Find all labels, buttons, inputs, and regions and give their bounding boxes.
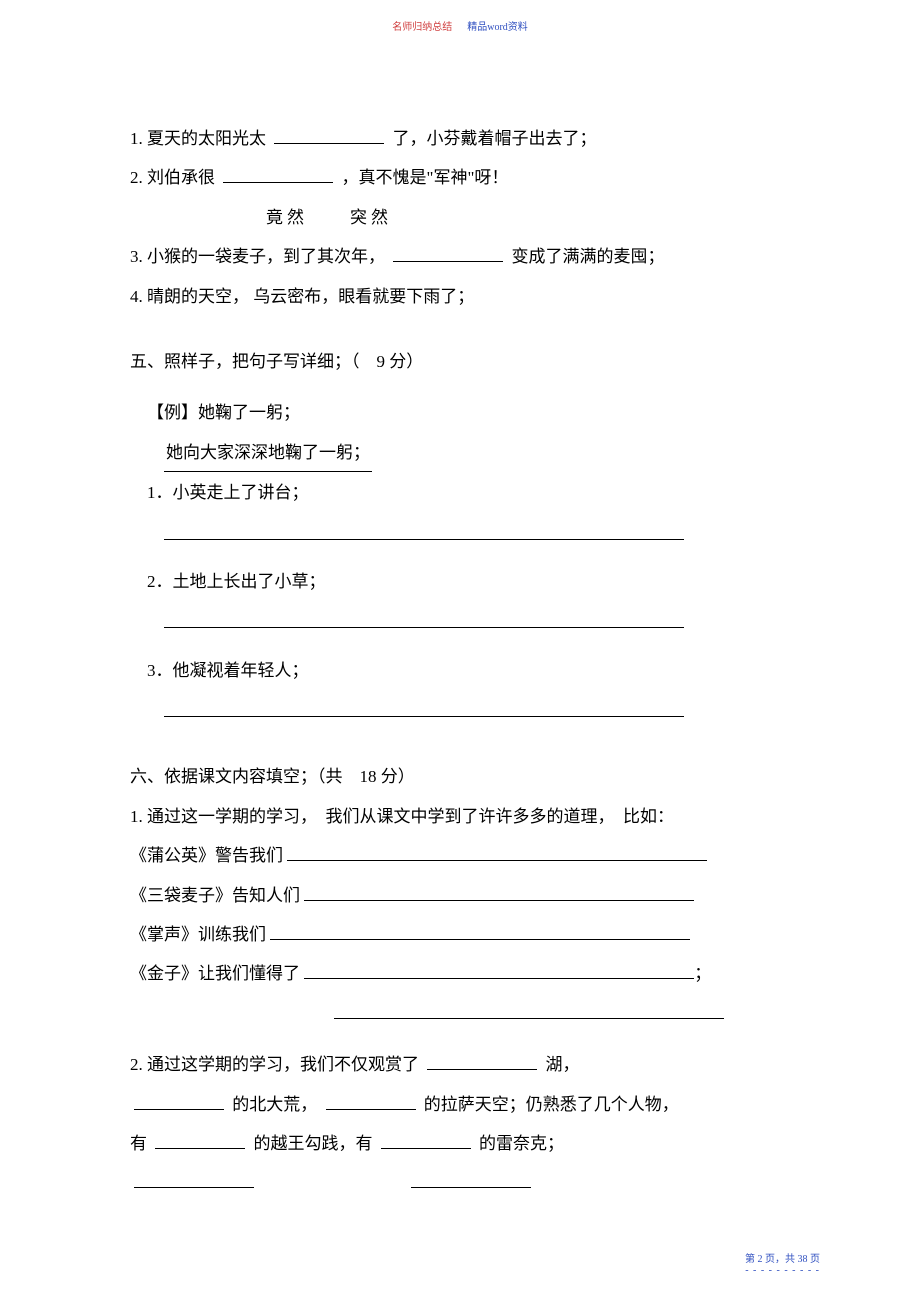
page-body: 1. 夏天的太阳光太 了，小芬戴着帽子出去了； 2. 刘伯承很 ，真不愧是"军神… — [0, 0, 920, 1264]
s6-q2-d: 的拉萨天空；仍熟悉了几个人物， — [424, 1095, 679, 1114]
blank — [274, 127, 384, 144]
blank — [304, 884, 694, 901]
blank — [270, 923, 690, 940]
blank — [155, 1132, 245, 1149]
blank — [304, 962, 694, 979]
page-header: 名师归纳总结 精品word资料 — [0, 18, 920, 33]
s6-q1-l3: 《掌声》训练我们 — [130, 916, 790, 953]
s4-q2-text-b: ，真不愧是"军神"呀！ — [342, 168, 509, 187]
s4-wordbank: 竟然 突然 — [130, 199, 790, 236]
s4-q1-text-a: 1. 夏天的太阳光太 — [130, 129, 266, 148]
s6-q2-line3: 有 的越王勾践，有 的雷奈克； — [130, 1125, 790, 1162]
s6-q2-line1: 2. 通过这学期的学习，我们不仅观赏了 湖， — [130, 1046, 790, 1083]
s6-q1-l4-text: 《金子》让我们懂得了 — [130, 964, 300, 983]
s6-q1-l1: 《蒲公英》警告我们 — [130, 837, 790, 874]
page-footer: 第 2 页，共 38 页 - - - - - - - - - - — [745, 1250, 820, 1276]
s6-q1-intro: 1. 通过这一学期的学习， 我们从课文中学到了许许多多的道理， 比如： — [130, 798, 790, 835]
blank — [287, 844, 707, 861]
s4-q3-text-b: 变成了满满的麦囤； — [512, 247, 665, 266]
s4-q4: 4. 晴朗的天空， 乌云密布，眼看就要下雨了； — [130, 278, 790, 315]
s6-q1-cont — [130, 995, 790, 1032]
s5-q3: 3．他凝视着年轻人； — [130, 652, 790, 689]
header-left: 名师归纳总结 — [392, 22, 452, 33]
s5-q2-answer — [130, 604, 790, 641]
s4-q3-text-a: 3. 小猴的一袋麦子，到了其次年， — [130, 247, 385, 266]
page-number: 第 2 页，共 38 页 — [745, 1250, 820, 1265]
header-right: 精品word资料 — [467, 22, 528, 33]
s6-q2-b: 湖， — [546, 1055, 580, 1074]
s4-q2: 2. 刘伯承很 ，真不愧是"军神"呀！ — [130, 159, 790, 196]
s6-q2-line4 — [130, 1164, 790, 1201]
s6-q2-a: 2. 通过这学期的学习，我们不仅观赏了 — [130, 1055, 419, 1074]
blank — [326, 1093, 416, 1110]
blank — [411, 1171, 531, 1188]
blank — [427, 1053, 537, 1070]
s4-q4-text-b: 乌云密布，眼看就要下雨了； — [253, 287, 474, 306]
s6-q1-l2: 《三袋麦子》告知人们 — [130, 877, 790, 914]
s5-q1: 1．小英走上了讲台； — [130, 474, 790, 511]
s5-example-answer: 她向大家深深地鞠了一躬； — [130, 434, 790, 472]
blank — [134, 1171, 254, 1188]
s6-q2-e: 有 — [130, 1134, 147, 1153]
blank — [334, 1002, 724, 1019]
s4-q2-text-a: 2. 刘伯承很 — [130, 168, 215, 187]
s4-q1: 1. 夏天的太阳光太 了，小芬戴着帽子出去了； — [130, 120, 790, 157]
blank — [164, 700, 684, 717]
s5-example-label: 【例】她鞠了一躬； — [130, 394, 790, 431]
blank — [164, 611, 684, 628]
s4-q4-text-a: 4. 晴朗的天空， — [130, 287, 249, 306]
s5-q3-answer — [130, 693, 790, 730]
s5-q1-answer — [130, 516, 790, 553]
s6-q1-l3-text: 《掌声》训练我们 — [130, 925, 266, 944]
s6-q2-f: 的越王勾践，有 — [254, 1134, 373, 1153]
blank — [134, 1093, 224, 1110]
s4-q1-text-b: 了，小芬戴着帽子出去了； — [393, 129, 597, 148]
s5-title: 五、照样子，把句子写详细；（ 9 分） — [130, 343, 790, 380]
s6-q2-line2: 的北大荒， 的拉萨天空；仍熟悉了几个人物， — [130, 1086, 790, 1123]
s4-q3: 3. 小猴的一袋麦子，到了其次年， 变成了满满的麦囤； — [130, 238, 790, 275]
s6-q2-g: 的雷奈克； — [479, 1134, 564, 1153]
blank — [223, 166, 333, 183]
blank — [393, 245, 503, 262]
s6-q2-c: 的北大荒， — [232, 1095, 317, 1114]
s5-example-answer-text: 她向大家深深地鞠了一躬； — [164, 434, 372, 472]
s6-title: 六、依据课文内容填空；（共 18 分） — [130, 758, 790, 795]
footer-dash: - - - - - - - - - - — [745, 1265, 820, 1276]
s6-q1-l1-text: 《蒲公英》警告我们 — [130, 846, 283, 865]
blank — [381, 1132, 471, 1149]
s5-q2: 2．土地上长出了小草； — [130, 563, 790, 600]
blank — [164, 523, 684, 540]
s6-q1-l2-text: 《三袋麦子》告知人们 — [130, 886, 300, 905]
s6-q1-l4: 《金子》让我们懂得了 ； — [130, 955, 790, 992]
